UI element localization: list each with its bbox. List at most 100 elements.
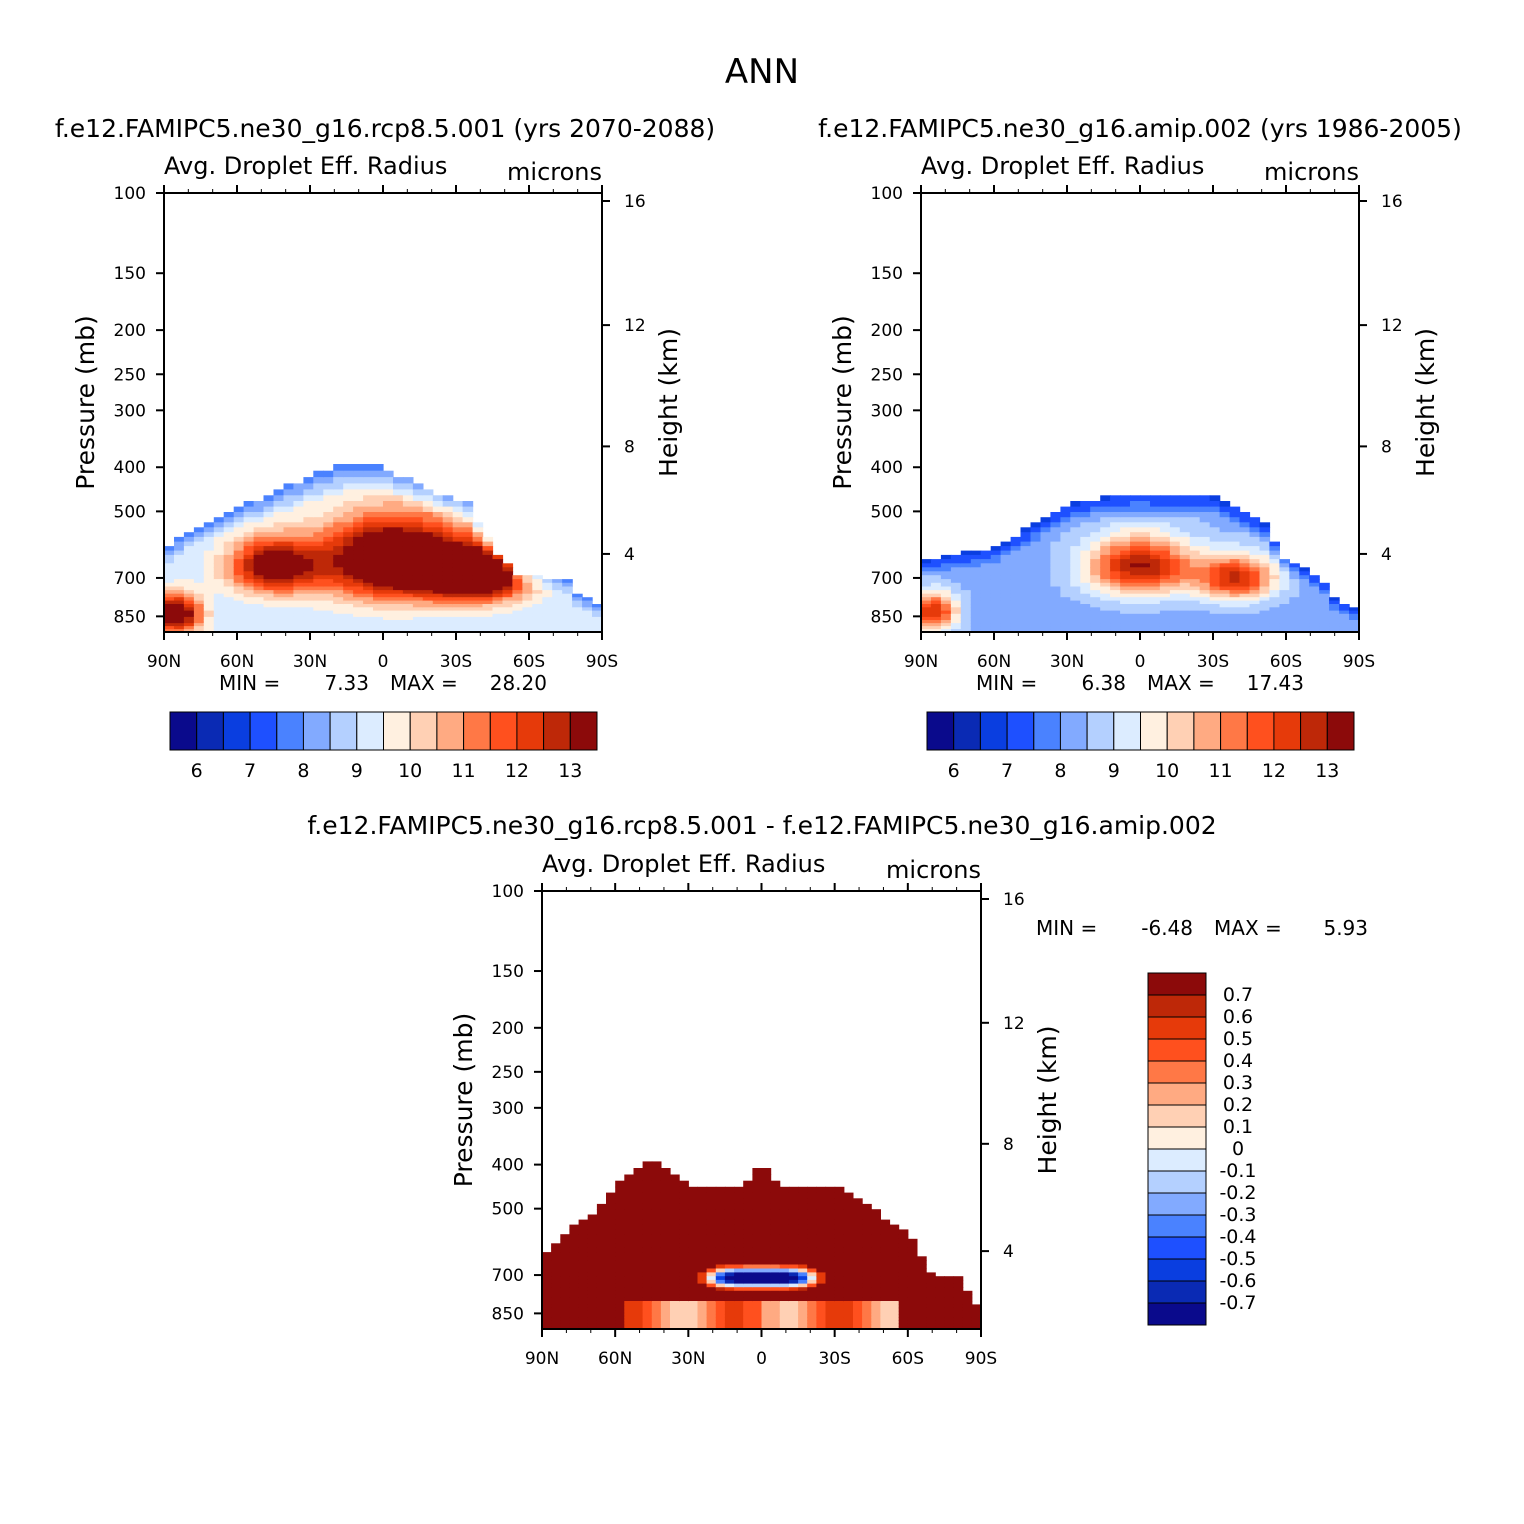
contour-cell: [1140, 532, 1151, 538]
contour-cell: [1339, 604, 1350, 608]
contour-cell: [233, 590, 245, 595]
contour-cell: [907, 1290, 918, 1295]
contour-cell: [383, 550, 394, 556]
contour-cell: [1140, 597, 1151, 602]
contour-cell: [1179, 541, 1191, 547]
contour-cell: [880, 1310, 891, 1315]
contour-cell: [1080, 517, 1091, 523]
contour-cell: [926, 1294, 936, 1299]
contour-cell: [926, 1304, 936, 1309]
contour-cell: [1000, 593, 1012, 598]
contour-cell: [788, 1209, 799, 1215]
contour-cell: [1070, 586, 1081, 591]
contour-cell: [752, 1209, 763, 1215]
contour-cell: [569, 1283, 580, 1288]
contour-cell: [462, 579, 474, 584]
contour-cell: [432, 563, 444, 568]
contour-cell: [1329, 607, 1340, 612]
contour-cell: [980, 607, 992, 612]
contour-cell: [223, 593, 235, 598]
contour-cell: [512, 626, 523, 630]
contour-cell: [393, 532, 404, 538]
contour-cell: [1060, 600, 1071, 605]
contour-cell: [980, 629, 992, 633]
contour-cell: [293, 579, 304, 584]
contour-cell: [432, 495, 444, 502]
contour-cell: [164, 550, 175, 556]
contour-cell: [333, 590, 344, 595]
contour-cell: [688, 1203, 698, 1210]
contour-cell: [1060, 532, 1071, 538]
contour-cell: [253, 550, 265, 556]
contour-cell: [283, 582, 295, 588]
contour-cell: [816, 1260, 827, 1266]
contour-cell: [1140, 590, 1151, 595]
colorbar-label: 8: [297, 760, 309, 782]
contour-cell: [293, 517, 304, 523]
contour-cell: [587, 1219, 598, 1226]
contour-cell: [462, 616, 474, 621]
contour-cell: [950, 620, 962, 624]
contour-cell: [1159, 616, 1171, 621]
contour-cell: [1219, 604, 1231, 608]
contour-cell: [633, 1203, 644, 1210]
colorbar-label: 10: [398, 760, 422, 782]
contour-cell: [917, 1310, 927, 1315]
contour-cell: [761, 1214, 772, 1221]
contour-cell: [203, 604, 215, 608]
contour-cell: [697, 1209, 708, 1215]
contour-cell: [164, 620, 175, 624]
contour-cell: [816, 1229, 827, 1235]
contour-cell: [402, 517, 414, 523]
contour-cell: [660, 1247, 671, 1253]
contour-cell: [1159, 559, 1171, 564]
contour-cell: [1159, 613, 1171, 618]
contour-cell: [660, 1214, 671, 1221]
contour-cell: [624, 1198, 634, 1205]
contour-cell: [1150, 571, 1161, 576]
contour-cell: [402, 532, 414, 538]
contour-cell: [213, 607, 225, 612]
contour-cell: [1249, 610, 1261, 615]
contour-cell: [606, 1310, 616, 1315]
contour-cell: [442, 541, 454, 547]
contour-cell: [944, 1290, 955, 1295]
contour-cell: [1150, 501, 1161, 508]
contour-cell: [422, 613, 434, 618]
contour-cell: [1140, 541, 1151, 547]
contour-cell: [931, 600, 942, 605]
contour-cell: [422, 527, 434, 533]
contour-cell: [1179, 517, 1191, 523]
contour-cell: [871, 1260, 881, 1266]
contour-cell: [825, 1234, 836, 1240]
contour-cell: [651, 1314, 662, 1318]
y2-axis-title: Height (km): [654, 328, 683, 477]
contour-cell: [642, 1243, 653, 1249]
contour-cell: [1110, 629, 1121, 633]
contour-cell: [788, 1310, 799, 1315]
contour-cell: [582, 597, 593, 602]
contour-cell: [596, 1224, 607, 1231]
contour-cell: [462, 626, 474, 630]
contour-cell: [1090, 527, 1101, 533]
panel-rcp85: f.e12.FAMIPC5.ne30_g16.rcp8.5.001 (yrs 2…: [55, 114, 715, 782]
contour-cell: [1189, 563, 1201, 568]
contour-cell: [323, 532, 334, 538]
contour-cell: [990, 604, 1002, 608]
contour-cell: [412, 613, 424, 618]
contour-cell: [1169, 506, 1181, 513]
contour-cell: [1150, 593, 1161, 598]
contour-cell: [452, 550, 464, 556]
contour-cell: [551, 1276, 561, 1281]
contour-cell: [980, 600, 992, 605]
contour-cell: [752, 1186, 763, 1194]
contour-cell: [560, 1256, 570, 1261]
y-tick-label: 300: [492, 1099, 524, 1119]
contour-cell: [522, 629, 533, 633]
contour-cell: [532, 616, 543, 621]
contour-cell: [373, 495, 384, 502]
contour-cell: [624, 1247, 634, 1253]
contour-cell: [651, 1307, 662, 1312]
contour-cell: [596, 1256, 607, 1261]
contour-cell: [1140, 586, 1151, 591]
